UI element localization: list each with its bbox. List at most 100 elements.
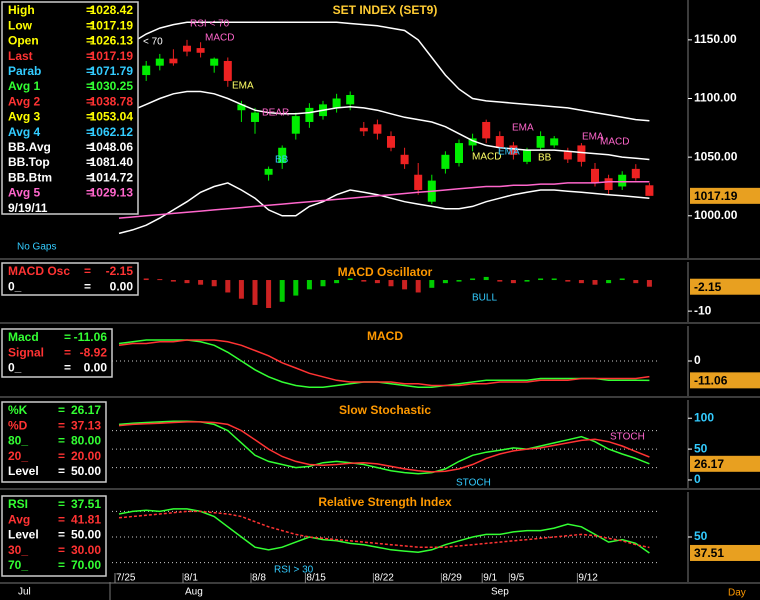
- last-value-label: -11.06: [694, 374, 728, 388]
- last-value-tag: [690, 187, 760, 204]
- panel-title: Relative Strength Index: [318, 495, 452, 509]
- legend-box: [1, 262, 139, 296]
- legend-label: Avg 2: [8, 94, 41, 108]
- histogram-bar: [415, 280, 421, 293]
- legend-label: Macd: [8, 330, 39, 344]
- series-line: [118, 182, 650, 235]
- x-tick-label: 7/25: [116, 573, 136, 584]
- legend-value: -8.92: [80, 345, 108, 359]
- annotation: MACD: [600, 137, 629, 148]
- histogram-bar: [198, 280, 204, 285]
- candle-body: [359, 127, 368, 132]
- legend-box: [1, 328, 113, 378]
- legend-box: [1, 1, 139, 215]
- legend-separator: =: [86, 79, 93, 93]
- legend-separator: =: [58, 528, 65, 542]
- legend-label: Level: [8, 528, 39, 542]
- legend-separator: =: [86, 49, 93, 63]
- histogram-bar: [334, 280, 340, 284]
- x-tick-label: 8/15: [306, 573, 326, 584]
- histogram-bar: [170, 280, 176, 282]
- series-line: [118, 420, 650, 475]
- legend-value: -2.15: [106, 264, 134, 278]
- histogram-bar: [578, 280, 584, 284]
- legend-label: Avg 5: [8, 186, 41, 200]
- last-value-tag: [690, 544, 760, 561]
- x-tick-label: 9/5: [510, 573, 524, 584]
- candle-body: [142, 65, 151, 76]
- legend-value: 1026.13: [90, 34, 134, 48]
- legend-value: -11.06: [74, 330, 108, 344]
- histogram-bar: [211, 280, 217, 287]
- legend-label: Parab: [8, 64, 41, 78]
- legend-label: 0_: [8, 279, 22, 293]
- annotation: BB: [275, 155, 289, 166]
- last-value-label: 26.17: [694, 457, 724, 471]
- legend-separator: =: [86, 3, 93, 17]
- legend-value: 37.13: [71, 418, 101, 432]
- annotation: STOCH: [610, 432, 645, 443]
- candle-body: [468, 138, 477, 146]
- legend-label: MACD Osc: [8, 264, 70, 278]
- legend-label: BB.Btm: [8, 170, 52, 184]
- histogram-bar: [524, 280, 530, 282]
- legend-label: Level: [8, 464, 39, 478]
- annotation: RSI < 70: [190, 19, 230, 30]
- candle-body: [291, 116, 300, 134]
- annotation: STOCH: [456, 478, 491, 489]
- series-line: [118, 339, 650, 387]
- histogram-bar: [266, 280, 272, 309]
- y-tick-label: 0: [694, 472, 701, 486]
- histogram-bar: [429, 280, 435, 288]
- candle-body: [264, 168, 273, 175]
- histogram-bar: [320, 280, 326, 287]
- legend-separator: =: [86, 64, 93, 78]
- legend-separator: =: [86, 170, 93, 184]
- legend-value: 50.00: [71, 528, 101, 542]
- candle-body: [563, 151, 572, 160]
- legend-value: 1017.19: [90, 18, 134, 32]
- annotation: RSI > 30: [274, 565, 314, 576]
- legend-separator: =: [58, 512, 65, 526]
- annotation: BULL: [472, 293, 497, 304]
- last-value-tag: [690, 372, 760, 389]
- legend-label: 70_: [8, 558, 28, 572]
- histogram-bar: [361, 280, 367, 282]
- histogram-bar: [347, 278, 353, 281]
- y-tick-label: -10: [694, 303, 712, 317]
- legend-separator: =: [58, 449, 65, 463]
- y-tick-label: 0: [694, 353, 701, 367]
- candle-body: [210, 58, 219, 66]
- annotation: MACD: [205, 33, 234, 44]
- legend-separator: =: [86, 110, 93, 124]
- legend-label: Avg: [8, 512, 30, 526]
- candle-body: [536, 136, 545, 148]
- histogram-bar: [619, 278, 625, 281]
- legend-label: %K: [8, 403, 28, 417]
- candle-body: [169, 58, 178, 64]
- candle-body: [196, 48, 205, 53]
- last-value-label: 37.51: [694, 546, 724, 560]
- annotation: BEAR: [262, 108, 289, 119]
- histogram-bar: [483, 276, 489, 281]
- legend-box: [1, 495, 107, 577]
- legend-value: 1081.40: [90, 155, 134, 169]
- legend-value: 30.00: [71, 543, 101, 557]
- legend-label: Avg 3: [8, 110, 41, 124]
- histogram-bar: [388, 280, 394, 287]
- candle-body: [332, 98, 341, 108]
- candle-body: [495, 136, 504, 148]
- histogram-bar: [252, 280, 258, 305]
- candle-body: [550, 138, 559, 146]
- x-tick-label: 8/1: [184, 573, 198, 584]
- legend-label: High: [8, 3, 35, 17]
- legend-separator: =: [58, 434, 65, 448]
- annotation: < 70: [143, 37, 163, 48]
- legend-separator: =: [86, 94, 93, 108]
- series-line: [118, 21, 650, 122]
- legend-label: BB.Top: [8, 155, 50, 169]
- series-line: [118, 181, 650, 219]
- legend-separator: =: [58, 543, 65, 557]
- legend-label: 80_: [8, 434, 28, 448]
- histogram-bar: [510, 280, 516, 284]
